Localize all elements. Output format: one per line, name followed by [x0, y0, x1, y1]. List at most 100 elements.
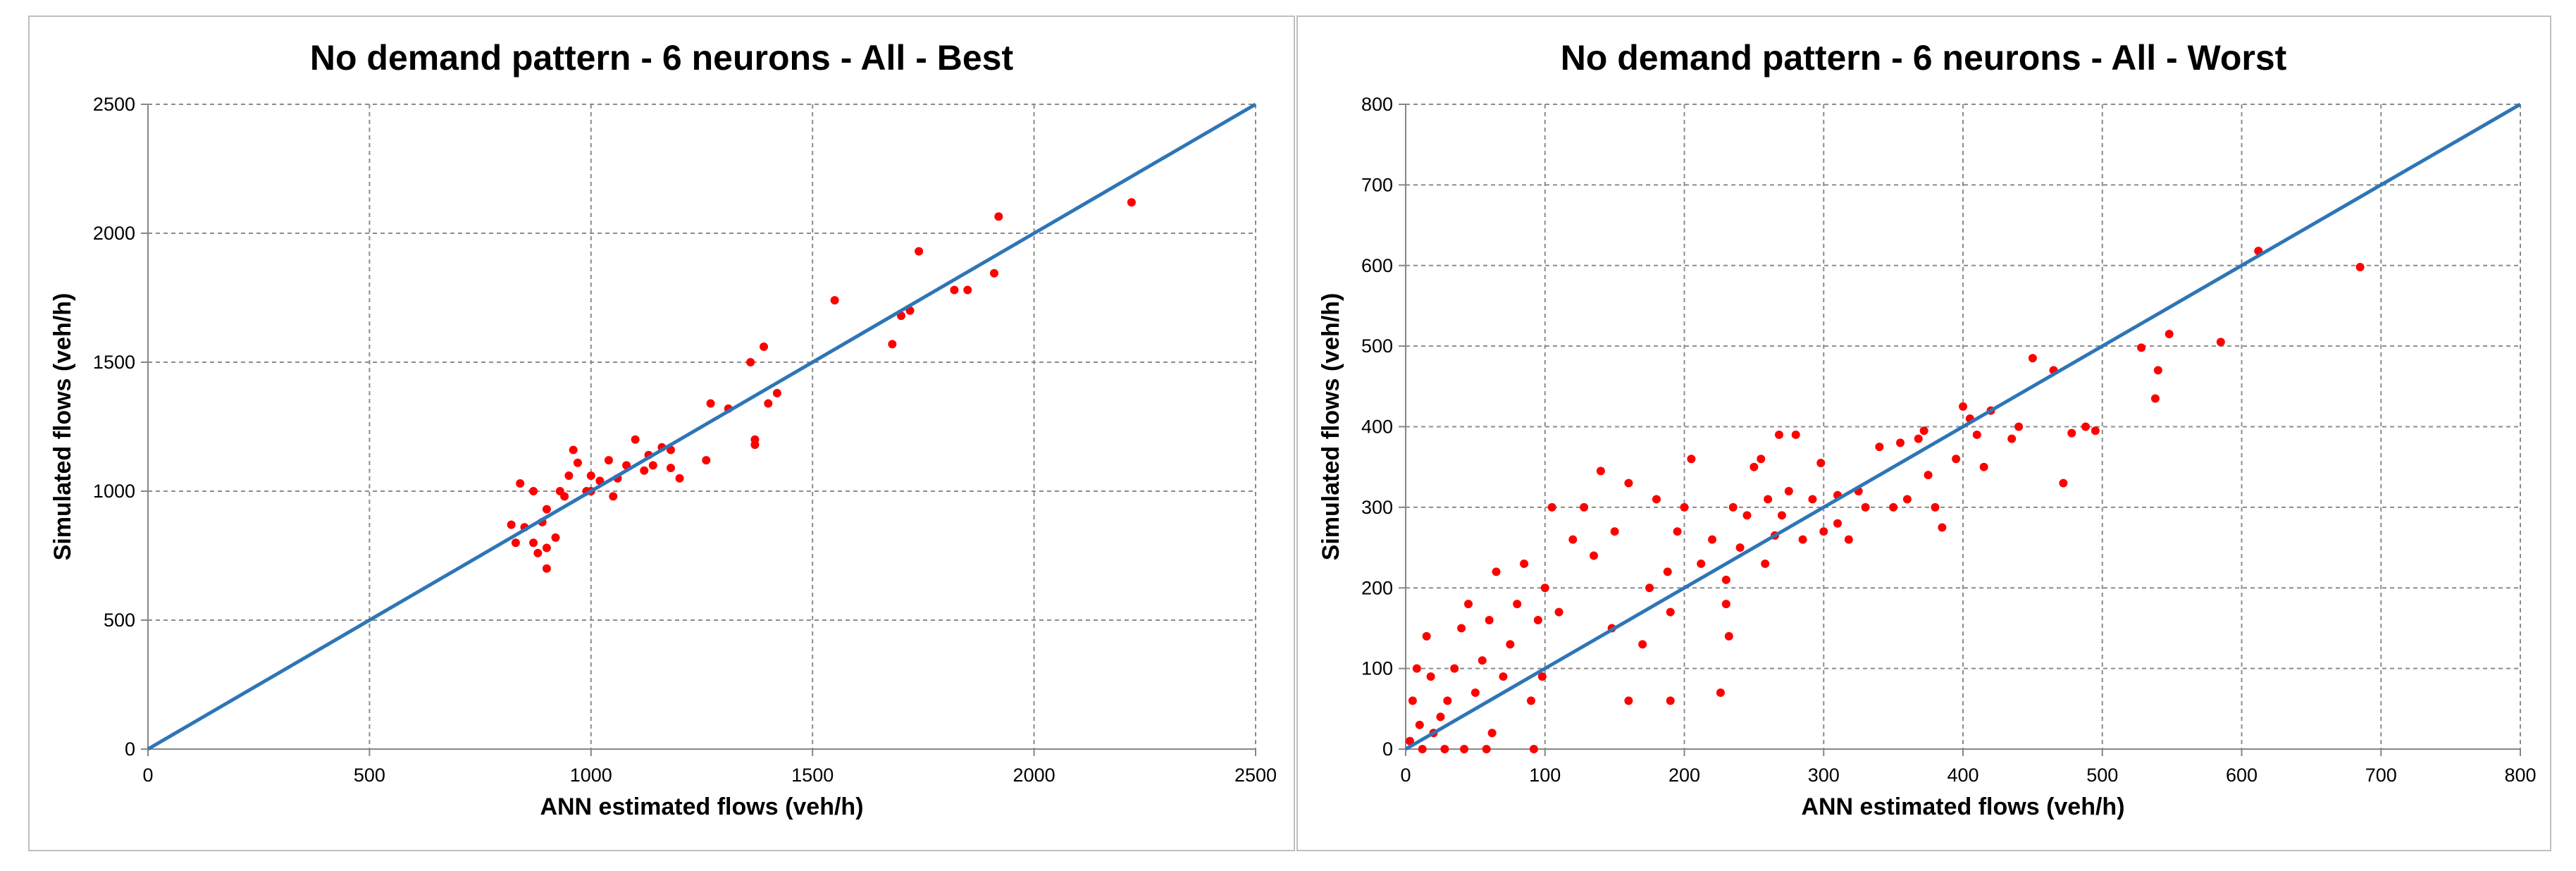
- data-point: [1819, 527, 1828, 536]
- data-point: [1127, 198, 1136, 207]
- data-point: [529, 487, 538, 495]
- y-tick-label: 1500: [93, 352, 135, 373]
- y-tick-label: 300: [1361, 497, 1393, 518]
- data-point: [760, 342, 769, 352]
- data-point: [1791, 430, 1800, 439]
- x-axis-label: ANN estimated flows (veh/h): [540, 793, 863, 820]
- data-point: [1478, 656, 1487, 665]
- x-tick-label: 600: [2226, 765, 2258, 786]
- chart-panel-worst: No demand pattern - 6 neurons - All - Wo…: [1296, 16, 2551, 851]
- data-point: [1721, 575, 1730, 584]
- data-point: [533, 548, 543, 557]
- data-point: [1889, 502, 1898, 512]
- x-tick-label: 400: [1947, 765, 1979, 786]
- y-tick-label: 500: [104, 610, 135, 631]
- data-point: [1750, 462, 1759, 471]
- data-point: [1833, 519, 1843, 528]
- chart-title: No demand pattern - 6 neurons - All - Wo…: [1561, 38, 2287, 78]
- data-point: [640, 466, 649, 475]
- data-point: [516, 479, 525, 488]
- reference-line: [147, 102, 1257, 751]
- data-point: [1426, 672, 1435, 681]
- y-tick-label: 0: [1382, 739, 1393, 760]
- x-tick-label: 100: [1529, 765, 1561, 786]
- data-point: [1666, 696, 1675, 705]
- data-point: [1589, 551, 1598, 560]
- data-point: [1875, 443, 1884, 452]
- data-point: [1645, 583, 1654, 593]
- data-point: [1774, 430, 1783, 439]
- data-point: [1526, 696, 1535, 705]
- data-point: [1844, 535, 1853, 544]
- x-tick-label: 0: [1400, 765, 1411, 786]
- data-point: [1959, 402, 1967, 411]
- x-tick-label: 0: [142, 765, 153, 786]
- data-point: [1470, 688, 1480, 697]
- data-point: [1663, 567, 1672, 576]
- data-point: [1896, 438, 1905, 447]
- data-point: [2355, 263, 2365, 272]
- data-point: [542, 543, 551, 552]
- data-point: [1784, 487, 1793, 495]
- grid: [148, 104, 1256, 749]
- data-point: [1460, 745, 1469, 753]
- data-point: [564, 471, 574, 481]
- data-point: [1492, 567, 1501, 576]
- data-point: [2165, 329, 2174, 338]
- data-point: [1757, 455, 1766, 464]
- data-point: [2081, 422, 2091, 431]
- data-point: [1673, 527, 1682, 536]
- y-tick-label: 1000: [93, 481, 135, 502]
- data-point: [1418, 745, 1427, 753]
- data-point: [1463, 600, 1473, 609]
- data-point: [1513, 600, 1522, 609]
- data-point: [950, 285, 959, 295]
- data-point: [1537, 672, 1547, 681]
- data-point: [1457, 624, 1466, 633]
- reference-line: [1404, 102, 2522, 751]
- x-tick-label: 500: [354, 765, 385, 786]
- data-point: [1902, 495, 1912, 504]
- data-point: [1761, 559, 1770, 568]
- data-point: [772, 388, 781, 397]
- data-point: [2067, 428, 2076, 438]
- y-tick-label: 0: [125, 739, 135, 760]
- x-tick-label: 300: [1808, 765, 1840, 786]
- data-point: [764, 399, 773, 408]
- data-point: [1938, 523, 1947, 532]
- scatter-chart-worst: No demand pattern - 6 neurons - All - Wo…: [1318, 38, 2537, 820]
- data-point: [507, 520, 516, 529]
- data-point: [1533, 616, 1542, 624]
- y-tick-label: 700: [1361, 174, 1393, 195]
- y-tick-label: 100: [1361, 658, 1393, 679]
- data-point: [1596, 467, 1605, 476]
- data-point: [1547, 502, 1556, 512]
- data-point: [915, 247, 924, 256]
- data-point: [830, 296, 839, 305]
- data-point: [1721, 600, 1730, 609]
- data-point: [1861, 502, 1870, 512]
- x-tick-label: 500: [2086, 765, 2118, 786]
- y-tick-label: 2000: [93, 223, 135, 244]
- x-tick-label: 2500: [1234, 765, 1277, 786]
- data-point: [2153, 366, 2162, 375]
- data-point: [1440, 745, 1449, 753]
- data-point: [609, 492, 618, 501]
- data-point: [750, 440, 760, 450]
- chart-title: No demand pattern - 6 neurons - All - Be…: [310, 38, 1014, 78]
- data-point: [1931, 502, 1940, 512]
- data-point: [604, 456, 613, 465]
- x-tick-label: 700: [2365, 765, 2397, 786]
- data-point: [560, 492, 569, 501]
- data-point: [1680, 502, 1689, 512]
- data-point: [1554, 607, 1563, 617]
- data-point: [569, 445, 578, 455]
- data-point: [1742, 511, 1752, 520]
- data-point: [1666, 607, 1675, 617]
- data-point: [963, 285, 972, 295]
- x-axis-label: ANN estimated flows (veh/h): [1801, 793, 2124, 820]
- y-axis-label: Simulated flows (veh/h): [49, 293, 76, 561]
- x-tick-label: 800: [2504, 765, 2536, 786]
- data-point: [1499, 672, 1508, 681]
- scatter-chart-best: No demand pattern - 6 neurons - All - Be…: [49, 38, 1277, 820]
